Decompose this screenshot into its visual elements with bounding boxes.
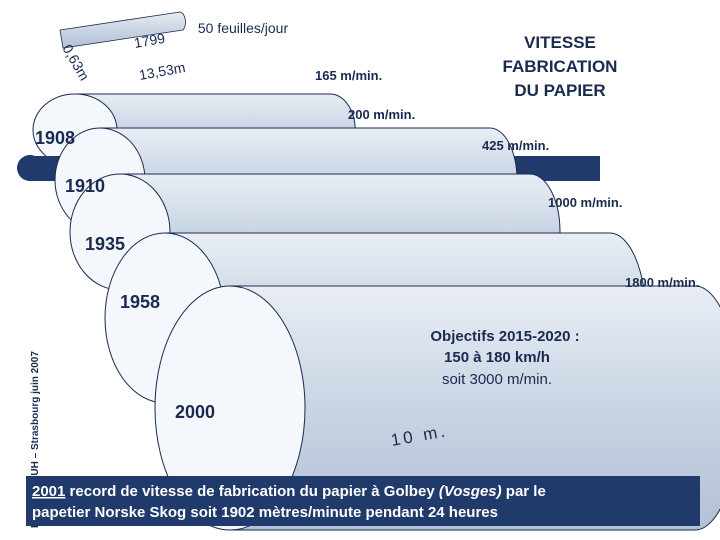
year-label: 1799 (133, 30, 167, 51)
year-label: 2000 (175, 402, 215, 422)
year-label: 1908 (35, 128, 75, 148)
rate-label: 50 feuilles/jour (198, 20, 289, 36)
length-label: 13,53m (138, 59, 187, 83)
objective: Objectifs 2015-2020 : (430, 328, 579, 345)
credit: P. GUETTOUH – Strasbourg juin 2007 (30, 351, 41, 528)
speed-label: 1800 m/min. (625, 275, 699, 290)
band-end (17, 155, 43, 181)
objective: 150 à 180 km/h (444, 349, 550, 366)
cylinders (17, 11, 720, 531)
objective: soit 3000 m/min. (442, 371, 552, 388)
speed-label: 165 m/min. (315, 68, 382, 83)
title: VITESSE (524, 33, 596, 52)
width-label: 0,63m (59, 42, 92, 84)
title: FABRICATION (503, 57, 618, 76)
title: DU PAPIER (514, 81, 605, 100)
small-cylinder (59, 11, 186, 49)
footer-part: record de vitesse de fabrication du papi… (65, 483, 438, 500)
speed-label: 1000 m/min. (548, 195, 622, 210)
footer-part: par le (502, 483, 546, 500)
year-label: 1958 (120, 292, 160, 312)
year-label: 1910 (65, 176, 105, 196)
cylinder-end (154, 285, 306, 531)
footer-part: (Vosges) (439, 483, 502, 500)
cylinder-body (229, 285, 720, 531)
footer-text: 2001 record de vitesse de fabrication du… (32, 483, 546, 500)
footer-box (26, 476, 700, 526)
footer-text: papetier Norske Skog soit 1902 mètres/mi… (32, 504, 498, 521)
year-label: 1935 (85, 234, 125, 254)
speed-label: 425 m/min. (482, 138, 549, 153)
speed-label: 200 m/min. (348, 107, 415, 122)
footer-year: 2001 (32, 483, 65, 500)
